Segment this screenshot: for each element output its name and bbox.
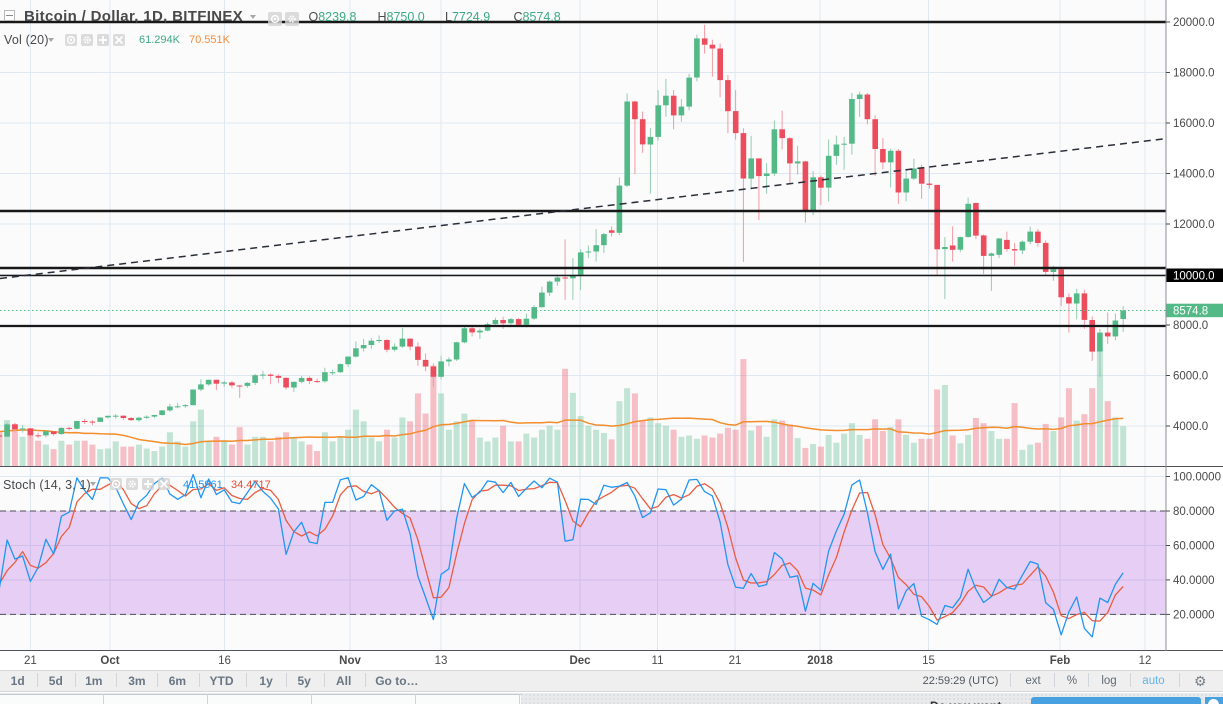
svg-text:8000.0: 8000.0 bbox=[1173, 320, 1208, 332]
svg-text:10000.0: 10000.0 bbox=[1173, 271, 1215, 283]
svg-text:40.0000: 40.0000 bbox=[1173, 575, 1215, 587]
svg-text:80.0000: 80.0000 bbox=[1173, 506, 1215, 518]
svg-text:6000.0: 6000.0 bbox=[1173, 371, 1208, 383]
svg-text:16000.0: 16000.0 bbox=[1173, 118, 1215, 130]
svg-text:12000.0: 12000.0 bbox=[1173, 219, 1215, 231]
svg-text:4000.0: 4000.0 bbox=[1173, 421, 1208, 433]
svg-text:18000.0: 18000.0 bbox=[1173, 68, 1215, 80]
svg-text:14000.0: 14000.0 bbox=[1173, 169, 1215, 181]
svg-text:20.0000: 20.0000 bbox=[1173, 609, 1215, 621]
svg-text:60.0000: 60.0000 bbox=[1173, 541, 1215, 553]
svg-text:100.0000: 100.0000 bbox=[1173, 472, 1221, 484]
svg-text:20000.0: 20000.0 bbox=[1173, 17, 1215, 29]
svg-text:8574.8: 8574.8 bbox=[1173, 306, 1208, 318]
